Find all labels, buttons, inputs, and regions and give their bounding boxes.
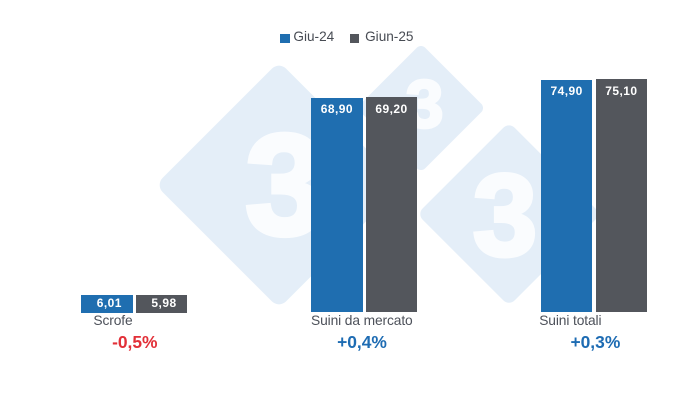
svg-text:3: 3: [473, 150, 538, 280]
